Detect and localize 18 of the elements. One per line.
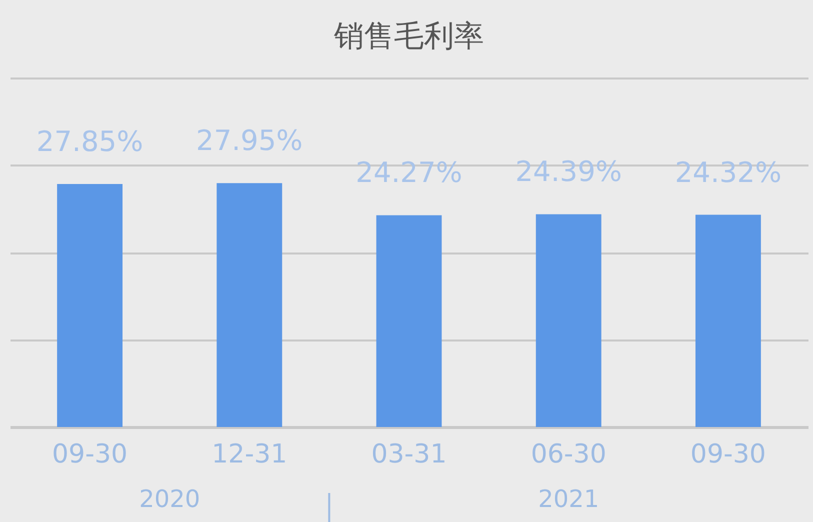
data-label: 24.39% — [515, 155, 622, 188]
data-label: 27.95% — [196, 124, 303, 158]
x-tick-label: 06-30 — [530, 440, 606, 470]
text: 2020 — [139, 485, 200, 513]
x-tick-label: 03-31 — [371, 440, 447, 470]
data-label: 24.32% — [674, 156, 782, 189]
bar — [536, 214, 602, 427]
text: 2021 — [538, 485, 600, 513]
bar — [376, 215, 442, 427]
bar — [216, 183, 282, 427]
chart-title: 销售毛利率 — [333, 19, 484, 54]
x-tick-label: 09-30 — [690, 440, 766, 470]
x-tick-label: 12-31 — [212, 440, 288, 470]
data-label: 27.85% — [36, 125, 144, 158]
x-tick-label: 09-30 — [52, 440, 128, 470]
bar — [57, 184, 123, 427]
data-label: 24.27% — [356, 156, 462, 190]
bar — [695, 214, 761, 427]
